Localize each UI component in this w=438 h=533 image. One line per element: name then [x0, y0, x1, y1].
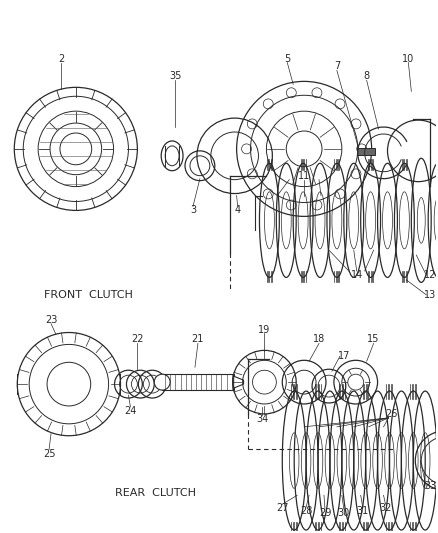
Text: 29: 29: [319, 508, 331, 518]
Text: 7: 7: [334, 61, 340, 71]
Text: 31: 31: [357, 506, 369, 516]
Text: 32: 32: [379, 503, 392, 513]
Text: 30: 30: [338, 508, 350, 518]
Text: 35: 35: [169, 71, 181, 82]
Text: 22: 22: [131, 334, 144, 344]
Text: 12: 12: [424, 270, 436, 280]
Polygon shape: [233, 376, 244, 388]
Text: 11: 11: [298, 171, 310, 181]
Bar: [162, 374, 233, 390]
Text: 24: 24: [124, 406, 137, 416]
Text: FRONT  CLUTCH: FRONT CLUTCH: [44, 290, 133, 300]
Text: 5: 5: [284, 53, 290, 63]
Text: 25: 25: [43, 449, 55, 458]
Text: 28: 28: [300, 506, 312, 516]
Text: 8: 8: [364, 71, 370, 82]
Text: 14: 14: [350, 270, 363, 280]
Text: 27: 27: [276, 503, 289, 513]
Circle shape: [154, 374, 170, 390]
Text: 23: 23: [45, 314, 57, 325]
Text: 2: 2: [58, 53, 64, 63]
Text: 3: 3: [190, 205, 196, 215]
Text: 10: 10: [402, 53, 414, 63]
Text: 4: 4: [235, 205, 241, 215]
Text: 34: 34: [256, 414, 268, 424]
Text: 18: 18: [313, 334, 325, 344]
Text: 21: 21: [192, 334, 204, 344]
Text: 13: 13: [424, 290, 436, 300]
Text: REAR  CLUTCH: REAR CLUTCH: [115, 488, 196, 498]
Text: 33: 33: [424, 481, 436, 491]
Text: 26: 26: [385, 409, 398, 419]
Bar: [357, 148, 374, 155]
Text: 19: 19: [258, 325, 271, 335]
Text: 17: 17: [338, 351, 350, 361]
Text: 15: 15: [367, 334, 380, 344]
